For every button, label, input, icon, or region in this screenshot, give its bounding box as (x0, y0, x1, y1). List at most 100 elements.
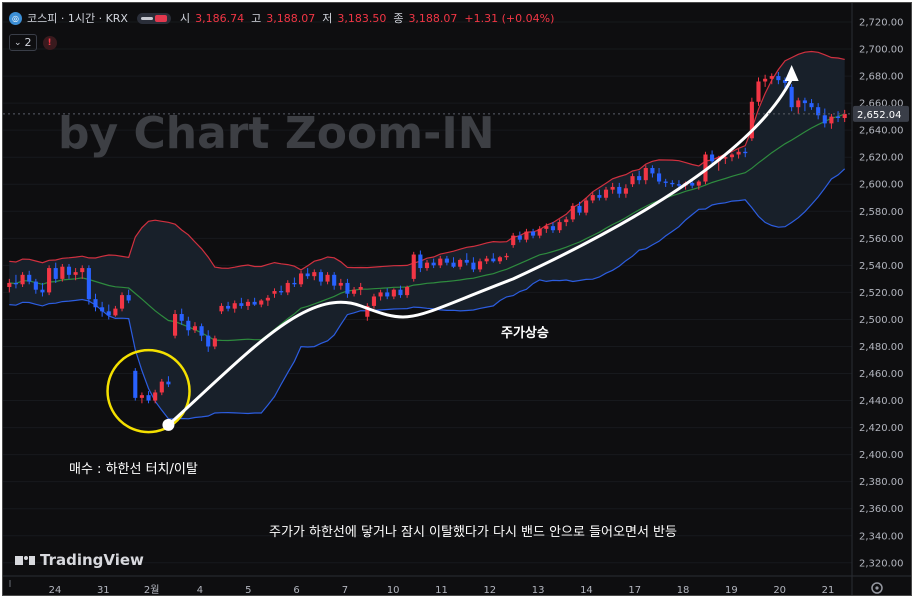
candle-body (192, 326, 198, 331)
candle-body (577, 205, 582, 213)
price-tick-label: 2,560.00 (859, 234, 904, 245)
candle-body (603, 189, 609, 198)
tradingview-logo[interactable]: TradingView (15, 551, 144, 569)
visibility-toggle-icon[interactable] (136, 12, 171, 24)
candle-body (584, 200, 589, 213)
candle-body (464, 259, 469, 263)
candle-body (60, 266, 65, 279)
candle-body (749, 101, 754, 139)
watermark: by Chart Zoom-IN (58, 108, 495, 159)
candle-body (292, 282, 297, 285)
candle-body (133, 370, 138, 398)
candle-body (73, 272, 78, 275)
candle-body (146, 395, 151, 401)
price-chart[interactable]: by Chart Zoom-IN 매수 : 하한선 터치/이탈 주가상승 주가가… (3, 3, 911, 595)
candle-body (550, 226, 556, 231)
price-tick-label: 2,660.00 (859, 99, 904, 110)
change-value: +1.31 (+0.04%) (464, 11, 555, 25)
candle-body (378, 292, 383, 297)
candle-body (259, 300, 264, 305)
candle-body (676, 184, 681, 186)
candle-body (391, 289, 396, 297)
price-tick-label: 2,680.00 (859, 72, 904, 83)
candle-body (199, 326, 204, 336)
candle-body (670, 182, 675, 185)
low-label: 저 (322, 12, 333, 25)
price-tick-label: 2,460.00 (859, 369, 904, 380)
candle-body (285, 282, 290, 293)
candle-body (212, 338, 217, 347)
candle-body (424, 262, 430, 269)
candles (7, 72, 847, 404)
chevron-down-icon[interactable]: ⌄ (14, 37, 22, 48)
high-label: 고 (251, 12, 262, 25)
candle-body (226, 305, 231, 309)
candle-body (438, 258, 443, 266)
candle-body (610, 186, 615, 190)
time-tick-label: 2월 (144, 584, 160, 595)
tradingview-mark-icon (15, 555, 35, 565)
candle-body (663, 181, 668, 183)
candle-body (617, 186, 622, 194)
candle-body (782, 80, 788, 83)
candle-body (106, 311, 111, 316)
buy-zone-circle (106, 348, 191, 434)
candle-body (358, 286, 363, 290)
candle-body (245, 301, 251, 306)
candle-body (570, 205, 575, 220)
time-axis[interactable]: 24 31 2월 4 5 6 7 10 11 12 13 14 17 18 19 20 21 (9, 580, 835, 595)
candle-body (66, 266, 72, 275)
candle-body (232, 303, 237, 309)
candle-body (597, 195, 602, 198)
note-annotation: 주가가 하한선에 닿거나 잠시 이탈했다가 다시 밴드 안으로 들어오면서 반등 (269, 524, 677, 540)
price-tick-label: 2,380.00 (859, 477, 904, 488)
kospi-logo-icon: ◎ (9, 11, 22, 25)
open-label: 시 (179, 12, 191, 25)
price-axis[interactable]: 2,720.00 2,700.00 2,680.00 2,660.00 2,640.00… (3, 18, 909, 570)
buy-annotation: 매수 : 하한선 터치/이탈 (69, 462, 198, 477)
candle-body (206, 335, 211, 347)
time-tick-label: 21 (822, 585, 835, 595)
high-value: 3,188.07 (266, 11, 316, 25)
candle-body (816, 107, 821, 116)
candle-body (524, 231, 529, 240)
candle-body (756, 81, 761, 102)
rise-annotation: 주가상승 (501, 326, 549, 341)
candle-body (298, 273, 304, 285)
candle-body (769, 76, 774, 79)
candle-body (517, 235, 522, 240)
candle-body (504, 255, 509, 258)
candle-body (80, 268, 85, 273)
symbol-title[interactable]: 코스피 · 1시간 · KRX (27, 12, 128, 25)
candle-body (776, 76, 781, 81)
settings-icon[interactable] (871, 582, 883, 594)
candle-body (484, 258, 489, 262)
low-value: 3,183.50 (337, 11, 387, 25)
price-tick-label: 2,700.00 (859, 45, 904, 56)
candle-body (564, 219, 569, 223)
price-tick-label: 2,620.00 (859, 153, 904, 164)
candle-body (325, 274, 330, 282)
price-tick-label: 2,720.00 (859, 18, 904, 29)
candle-body (27, 274, 32, 282)
candle-body (53, 268, 58, 279)
bollinger-band-fill (9, 51, 845, 419)
time-tick-label: 5 (245, 585, 251, 595)
candle-body (763, 78, 768, 82)
indicator-toggle[interactable]: ⌄ 2 (9, 34, 37, 51)
candle-body (802, 100, 807, 104)
candle-body (113, 308, 118, 316)
candle-body (537, 228, 542, 236)
candle-body (690, 182, 695, 186)
candle-body (842, 113, 847, 118)
price-tick-label: 2,600.00 (859, 180, 904, 191)
candle-body (371, 296, 377, 306)
candle-body (656, 173, 662, 182)
candle-body (643, 168, 648, 181)
candle-body (696, 181, 701, 186)
candle-body (252, 301, 257, 305)
candle-body (47, 268, 52, 293)
candle-body (497, 257, 502, 262)
warning-icon[interactable]: ! (42, 35, 57, 50)
